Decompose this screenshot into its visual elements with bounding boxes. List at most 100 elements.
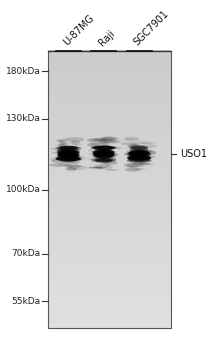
Ellipse shape: [94, 154, 113, 158]
Ellipse shape: [93, 164, 111, 167]
Ellipse shape: [60, 142, 68, 147]
Ellipse shape: [58, 150, 79, 159]
Ellipse shape: [94, 167, 102, 168]
Ellipse shape: [143, 151, 156, 155]
Ellipse shape: [104, 159, 111, 163]
Ellipse shape: [124, 152, 138, 156]
Ellipse shape: [91, 159, 116, 163]
Ellipse shape: [126, 163, 138, 168]
Ellipse shape: [63, 154, 75, 155]
Ellipse shape: [125, 152, 136, 155]
Ellipse shape: [96, 165, 103, 169]
Ellipse shape: [69, 148, 83, 151]
Ellipse shape: [59, 152, 77, 156]
Ellipse shape: [58, 144, 65, 148]
Ellipse shape: [129, 150, 150, 155]
Bar: [48, 51, 171, 328]
Ellipse shape: [110, 153, 118, 156]
Ellipse shape: [51, 152, 68, 154]
Ellipse shape: [58, 151, 79, 155]
Ellipse shape: [142, 144, 156, 148]
Ellipse shape: [135, 160, 153, 162]
Text: 130kDa: 130kDa: [6, 114, 41, 123]
Ellipse shape: [128, 145, 143, 149]
Ellipse shape: [122, 138, 140, 142]
Ellipse shape: [126, 164, 145, 167]
Ellipse shape: [57, 163, 70, 166]
Ellipse shape: [128, 155, 150, 159]
Ellipse shape: [138, 156, 152, 160]
Ellipse shape: [57, 150, 80, 154]
Text: 180kDa: 180kDa: [6, 67, 41, 76]
Text: 55kDa: 55kDa: [11, 297, 41, 306]
Ellipse shape: [96, 168, 114, 170]
Ellipse shape: [93, 150, 115, 154]
Ellipse shape: [127, 144, 137, 147]
Ellipse shape: [93, 153, 114, 156]
Ellipse shape: [64, 157, 79, 160]
Text: Raji: Raji: [97, 28, 117, 48]
Ellipse shape: [88, 142, 103, 144]
Text: U-87MG: U-87MG: [61, 13, 96, 48]
Ellipse shape: [72, 144, 83, 145]
Ellipse shape: [92, 150, 115, 154]
Ellipse shape: [93, 150, 114, 159]
Ellipse shape: [102, 140, 121, 143]
Ellipse shape: [58, 156, 66, 158]
Ellipse shape: [129, 158, 150, 162]
Ellipse shape: [55, 149, 65, 152]
Ellipse shape: [97, 141, 108, 144]
Ellipse shape: [67, 162, 79, 167]
Text: SGC7901: SGC7901: [132, 9, 171, 48]
Ellipse shape: [57, 155, 80, 160]
Ellipse shape: [60, 147, 77, 150]
Ellipse shape: [105, 166, 113, 168]
Ellipse shape: [102, 138, 112, 142]
Ellipse shape: [127, 156, 151, 160]
Ellipse shape: [125, 168, 141, 172]
Ellipse shape: [58, 140, 66, 143]
Ellipse shape: [59, 150, 77, 154]
Ellipse shape: [139, 148, 153, 152]
Ellipse shape: [66, 142, 77, 144]
Ellipse shape: [93, 152, 112, 154]
Ellipse shape: [132, 162, 146, 165]
Ellipse shape: [93, 139, 106, 141]
Ellipse shape: [71, 146, 79, 148]
Ellipse shape: [102, 161, 118, 164]
Ellipse shape: [100, 142, 109, 146]
Ellipse shape: [125, 136, 140, 141]
Ellipse shape: [126, 159, 152, 163]
Ellipse shape: [94, 153, 114, 158]
Ellipse shape: [130, 151, 140, 154]
Ellipse shape: [71, 168, 88, 170]
Ellipse shape: [138, 155, 156, 158]
Ellipse shape: [64, 157, 83, 161]
Ellipse shape: [128, 150, 150, 159]
Ellipse shape: [56, 139, 69, 141]
Ellipse shape: [56, 157, 81, 161]
Ellipse shape: [94, 146, 114, 150]
Ellipse shape: [87, 158, 106, 160]
Ellipse shape: [66, 137, 84, 142]
Ellipse shape: [98, 140, 117, 143]
Ellipse shape: [101, 145, 110, 148]
Ellipse shape: [94, 152, 113, 156]
Ellipse shape: [95, 154, 113, 158]
Ellipse shape: [106, 169, 119, 171]
Ellipse shape: [133, 155, 140, 160]
Ellipse shape: [94, 145, 114, 149]
Ellipse shape: [60, 143, 69, 144]
Ellipse shape: [54, 156, 72, 159]
Ellipse shape: [64, 161, 81, 163]
Ellipse shape: [55, 156, 81, 160]
Ellipse shape: [57, 154, 80, 158]
Ellipse shape: [60, 158, 77, 162]
Ellipse shape: [139, 162, 151, 166]
Ellipse shape: [57, 148, 64, 153]
Ellipse shape: [57, 152, 80, 156]
Ellipse shape: [121, 142, 138, 145]
Ellipse shape: [135, 162, 147, 164]
Ellipse shape: [88, 148, 101, 153]
Ellipse shape: [128, 146, 146, 147]
